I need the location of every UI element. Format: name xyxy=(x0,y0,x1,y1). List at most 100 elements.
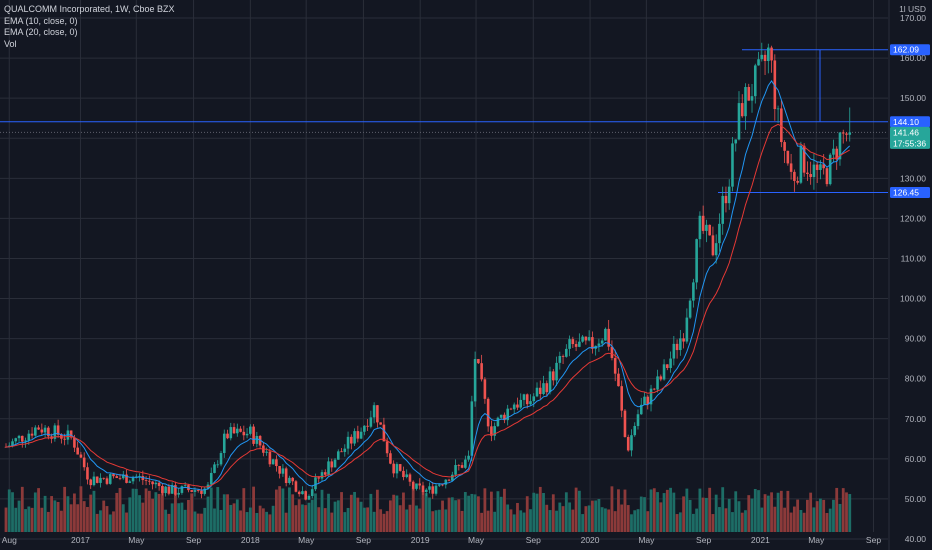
volume-bar xyxy=(636,509,640,532)
volume-bar xyxy=(682,496,686,532)
candle-body xyxy=(131,477,135,482)
candle-body xyxy=(196,490,200,491)
volume-bar xyxy=(255,513,259,532)
y-tick-label: 130.00 xyxy=(900,173,926,183)
candle-body xyxy=(643,396,646,405)
indicator-ema20-label[interactable]: EMA (20, close, 0) xyxy=(4,27,78,37)
candle-body xyxy=(832,148,835,155)
candle-body xyxy=(460,465,464,468)
volume-bar xyxy=(434,510,438,532)
volume-bar xyxy=(245,512,249,532)
candle-body xyxy=(105,478,109,484)
volume-bar xyxy=(437,509,441,532)
candle-body xyxy=(164,486,167,494)
x-tick-label: May xyxy=(638,535,655,545)
candle-body xyxy=(727,186,731,204)
volume-bar xyxy=(613,511,617,532)
candle-body xyxy=(125,474,128,483)
candle-body xyxy=(444,479,448,485)
candle-body xyxy=(652,388,656,390)
volume-bar xyxy=(714,494,718,532)
candle-body xyxy=(112,474,115,477)
volume-bar xyxy=(138,495,141,532)
chart-title[interactable]: QUALCOMM Incorporated, 1W, Cboe BZX xyxy=(4,4,175,14)
candle-body xyxy=(490,426,493,436)
volume-bar xyxy=(542,492,545,532)
indicator-ema10-label[interactable]: EMA (10, close, 0) xyxy=(4,15,78,26)
candle-body xyxy=(265,451,268,453)
candle-body xyxy=(411,481,415,489)
volume-bar xyxy=(190,493,194,532)
x-tick-label: May xyxy=(808,535,825,545)
volume-bar xyxy=(11,492,14,532)
volume-bar xyxy=(118,487,122,532)
candle-body xyxy=(607,328,610,347)
volume-bar xyxy=(73,493,76,532)
volume-bar xyxy=(695,508,699,532)
volume-bar xyxy=(701,497,705,532)
volume-bar xyxy=(747,495,751,532)
volume-bar xyxy=(737,501,741,532)
candle-body xyxy=(809,173,812,178)
candle-body xyxy=(473,359,477,402)
candle-body xyxy=(356,431,360,439)
ema10-line xyxy=(5,80,851,491)
volume-bar xyxy=(711,514,715,532)
candle-body xyxy=(679,338,682,351)
candle-body xyxy=(177,492,180,495)
candle-body xyxy=(740,103,744,117)
candle-body xyxy=(753,65,757,97)
candle-body xyxy=(763,54,767,61)
x-tick-label: 2018 xyxy=(241,535,260,545)
volume-bar xyxy=(402,492,405,532)
candle-body xyxy=(786,150,790,164)
candle-body xyxy=(620,386,624,411)
candle-body xyxy=(682,338,685,342)
candle-body xyxy=(496,417,500,427)
candle-body xyxy=(545,383,549,393)
candle-body xyxy=(402,470,405,478)
volume-bar xyxy=(392,494,396,532)
candle-body xyxy=(617,373,620,387)
volume-bar xyxy=(610,486,614,532)
volume-bar xyxy=(623,489,627,532)
candle-body xyxy=(222,433,226,454)
candle-body xyxy=(392,463,395,474)
volume-bar xyxy=(382,513,386,532)
candle-body xyxy=(662,364,666,380)
candle-body xyxy=(17,435,21,439)
volume-bar xyxy=(200,513,203,532)
candle-body xyxy=(203,488,207,494)
volume-bar xyxy=(164,509,168,532)
volume-bar xyxy=(53,500,57,532)
candle-body xyxy=(363,425,366,432)
volume-bar xyxy=(584,506,588,532)
volume-bar xyxy=(147,490,151,532)
x-tick-label: 2021 xyxy=(751,535,770,545)
volume-bar xyxy=(639,496,643,532)
volume-bar xyxy=(222,494,226,532)
candle-body xyxy=(294,481,298,492)
volume-bar xyxy=(323,508,327,532)
candle-body xyxy=(79,454,83,458)
volume-bar xyxy=(105,506,109,532)
volume-bar xyxy=(418,508,422,532)
candle-body xyxy=(571,339,575,345)
candle-body xyxy=(258,435,262,446)
volume-bar xyxy=(379,509,383,532)
candle-body xyxy=(819,164,822,170)
candle-body xyxy=(108,474,112,484)
volume-bar xyxy=(428,497,431,532)
volume-bar xyxy=(20,486,24,532)
volume-bar xyxy=(141,502,145,532)
candle-body xyxy=(418,483,422,486)
candle-body xyxy=(783,142,786,151)
candle-body xyxy=(773,60,777,110)
indicator-vol-label[interactable]: Vol xyxy=(4,38,17,49)
volume-bar xyxy=(574,487,578,532)
candle-body xyxy=(646,396,650,405)
candle-body xyxy=(27,433,31,441)
volume-bar xyxy=(799,509,803,532)
volume-bar xyxy=(320,489,324,532)
